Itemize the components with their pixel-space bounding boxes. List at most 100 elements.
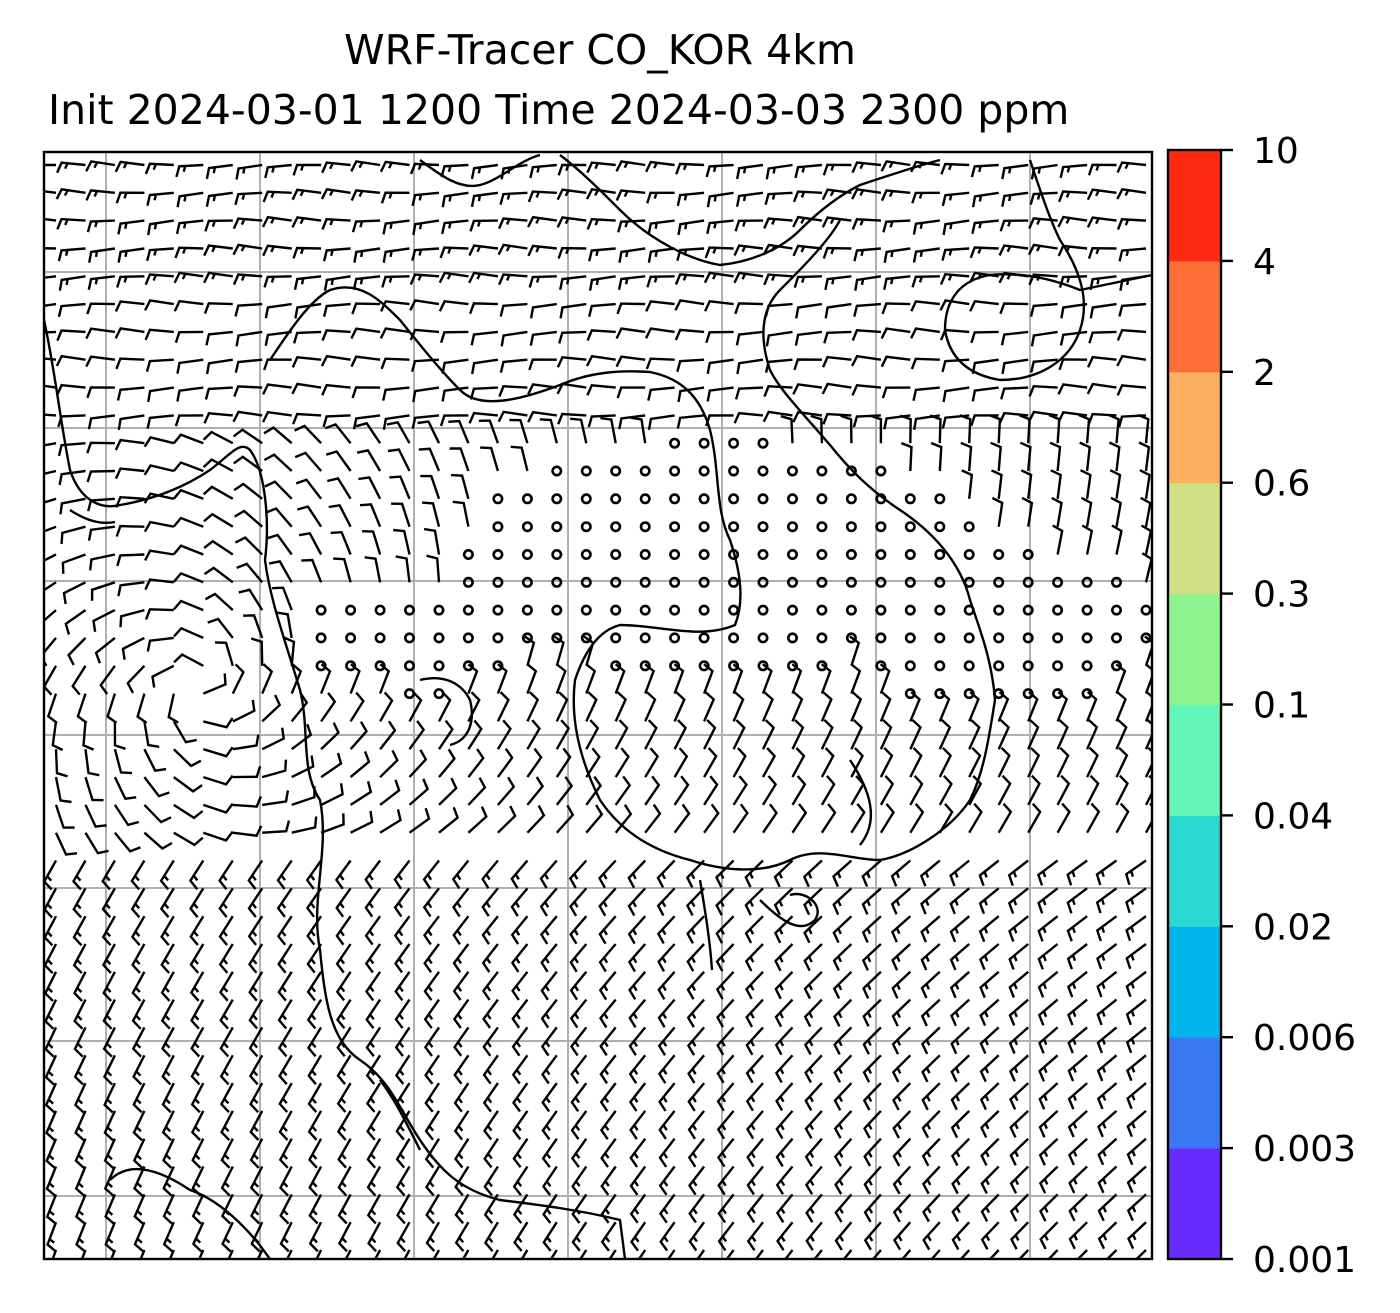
wind-barb [308, 1193, 323, 1225]
calm-marker [669, 548, 681, 560]
wind-barb [382, 414, 410, 431]
calm-marker [610, 493, 622, 505]
wind-barb [959, 414, 972, 444]
wind-barb [333, 557, 352, 583]
wind-barb [628, 1082, 647, 1112]
wind-barb [512, 1082, 529, 1113]
wind-barb [527, 410, 557, 423]
wind-barb [176, 191, 204, 208]
wind-barb [761, 747, 777, 778]
wind-barb [834, 1193, 853, 1223]
wind-barb [172, 599, 204, 612]
wind-barb [352, 414, 381, 430]
wind-barb [449, 447, 470, 472]
wind-barb [395, 1138, 411, 1169]
wind-barb [306, 943, 323, 974]
wind-barb [764, 358, 793, 373]
wind-barb [1059, 163, 1088, 179]
wind-barb [628, 1026, 647, 1056]
wind-barb [351, 386, 381, 399]
wind-barb [1028, 273, 1058, 286]
wind-barb [292, 163, 322, 176]
calm-marker [698, 576, 710, 588]
wind-barb [673, 691, 686, 722]
wind-barb [1009, 1193, 1030, 1222]
wind-barb [190, 1054, 205, 1086]
wind-barb [306, 971, 323, 1002]
wind-barb [499, 358, 528, 373]
wind-barb [44, 469, 57, 476]
wind-barb [511, 998, 529, 1029]
wind-barb [336, 998, 352, 1030]
wind-barb [587, 414, 616, 428]
wind-barb [1008, 915, 1029, 942]
wind-barb [890, 887, 912, 915]
wind-barb [980, 1193, 1000, 1222]
calm-marker [963, 576, 975, 588]
wind-barb [968, 271, 999, 284]
wind-barb [656, 915, 676, 944]
calm-marker [669, 521, 681, 533]
wind-barb [85, 160, 116, 172]
wind-barb [980, 1137, 1000, 1167]
wind-barb [732, 663, 744, 695]
wind-barb [1080, 496, 1093, 527]
wind-barb [586, 384, 616, 396]
wind-barb [85, 189, 116, 201]
wind-barb [423, 943, 440, 973]
wind-barb [130, 887, 146, 919]
calm-marker [1022, 576, 1034, 588]
wind-barb [44, 217, 57, 222]
wind-barb [803, 915, 823, 944]
calm-marker [904, 632, 916, 644]
wind-barb [382, 386, 410, 401]
wind-barb [618, 414, 646, 430]
wind-barb [248, 943, 264, 974]
wind-barb [1057, 383, 1088, 395]
wind-barb [912, 247, 940, 263]
calm-marker [875, 493, 887, 505]
wind-barb [1060, 302, 1088, 319]
wind-barb [629, 1137, 647, 1168]
wind-barb [448, 419, 470, 444]
wind-barb [173, 831, 204, 847]
wind-barb [54, 804, 75, 829]
wind-barb [272, 586, 293, 611]
wind-barb [979, 1054, 1000, 1083]
wind-barb [438, 748, 456, 778]
wind-barb [511, 1054, 529, 1085]
wind-barb [496, 748, 514, 778]
wind-barb [438, 719, 454, 750]
wind-barb [232, 825, 263, 837]
wind-barb [74, 1166, 87, 1197]
wind-barb [72, 859, 87, 891]
wind-barb [802, 859, 823, 888]
wind-barb [365, 971, 382, 1002]
wind-barb [1067, 998, 1088, 1026]
wind-barb [172, 461, 204, 473]
wind-barb [202, 458, 234, 473]
wind-barb [704, 300, 734, 312]
wind-barb [938, 746, 953, 778]
wind-barb [1049, 441, 1062, 472]
wind-barb [103, 1110, 116, 1142]
wind-barb [248, 1026, 264, 1058]
calm-marker [551, 576, 563, 588]
wind-barb [438, 300, 469, 312]
wind-barb [600, 416, 617, 444]
wind-barb [349, 691, 365, 723]
wind-barb [452, 971, 470, 1001]
wind-barb [795, 302, 823, 319]
wind-barb [365, 998, 382, 1030]
wind-barb [410, 358, 440, 373]
wind-barb [44, 275, 57, 279]
wind-barb [130, 859, 146, 891]
wind-barb [203, 244, 233, 257]
wind-barb [409, 299, 440, 311]
wind-barb [470, 163, 499, 180]
calm-marker [757, 548, 769, 560]
wind-barb [102, 1026, 116, 1058]
wind-barb [618, 247, 646, 263]
calm-marker [669, 604, 681, 616]
